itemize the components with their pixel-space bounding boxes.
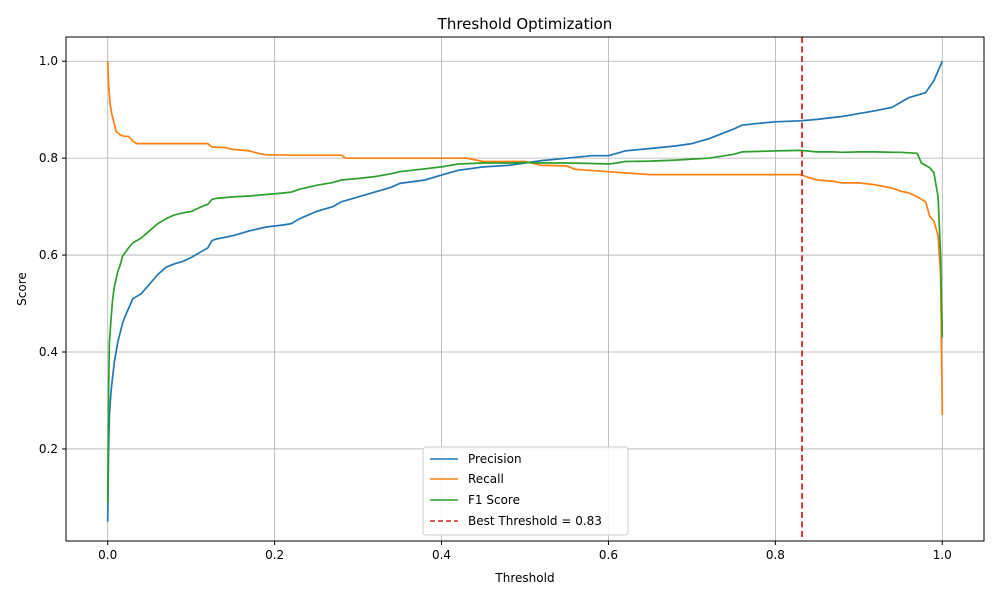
legend-label-f1: F1 Score [468, 493, 520, 507]
x-tick-label: 0.6 [599, 548, 618, 562]
legend: Precision Recall F1 Score Best Threshold… [422, 446, 629, 536]
legend-label-recall: Recall [468, 472, 504, 486]
series-line-f1-score [106, 149, 944, 503]
legend-box [422, 446, 629, 536]
y-tick-label: 0.6 [39, 248, 58, 262]
legend-label-precision: Precision [468, 452, 522, 466]
chart-title: Threshold Optimization [437, 15, 613, 33]
x-tick-label: 0.2 [265, 548, 284, 562]
grid-lines [66, 37, 984, 541]
x-tick-label: 0.8 [766, 548, 785, 562]
x-tick-label: 1.0 [933, 548, 952, 562]
legend-label-best-threshold: Best Threshold = 0.83 [468, 514, 602, 528]
y-tick-label: 0.8 [39, 151, 58, 165]
x-axis-label: Threshold [494, 571, 554, 585]
x-tick-label: 0.4 [432, 548, 451, 562]
y-tick-label: 0.4 [39, 345, 58, 359]
y-axis-label: Score [15, 272, 29, 306]
series-lines [106, 60, 944, 522]
series-line-recall [106, 61, 944, 416]
y-tick-label: 1.0 [39, 54, 58, 68]
series-line-precision [106, 60, 944, 522]
axis-ticks: 0.0 0.2 0.4 0.6 0.8 1.0 0.2 0.4 0.6 0.8 1.0 [39, 54, 952, 562]
plot-frame [65, 36, 985, 542]
y-tick-label: 0.2 [39, 442, 58, 456]
x-tick-label: 0.0 [98, 548, 117, 562]
